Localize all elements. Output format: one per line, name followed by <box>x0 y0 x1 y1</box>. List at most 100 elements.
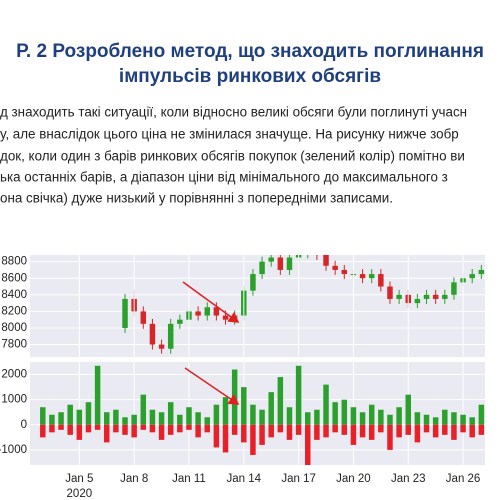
candle-body <box>250 274 256 291</box>
paragraph-line: ька останніх барів, а діапазон ціни від … <box>0 170 448 185</box>
volume-bar <box>122 424 128 435</box>
volume-bar <box>49 414 55 425</box>
candle-body <box>204 307 210 316</box>
volume-bar <box>113 424 119 433</box>
candle-body <box>359 274 366 279</box>
x-tick-label: Jan 20 <box>336 473 371 485</box>
x-tick-label: Jan 14 <box>227 473 262 485</box>
candle-body <box>149 323 156 345</box>
paragraph-line: она свічка) дуже низький у порівнянні з … <box>0 191 393 206</box>
volume-bar <box>67 424 73 435</box>
volume-bar <box>204 417 210 425</box>
x-tick-label: Jan 11 <box>172 473 206 485</box>
candle-body <box>451 282 457 295</box>
volume-bar <box>387 414 393 425</box>
x-tick-label: Jan 23 <box>391 473 426 485</box>
y-tick-label: 8200 <box>1 305 27 317</box>
candle-body <box>368 274 375 279</box>
candle-body <box>305 253 310 254</box>
volume-bar <box>451 412 457 425</box>
y-tick-label: 8800 <box>1 256 27 268</box>
volume-bar <box>104 424 110 443</box>
volume-bar <box>40 424 46 438</box>
candle-body <box>396 294 402 299</box>
volume-bar <box>167 402 174 425</box>
volume-bar <box>387 424 393 450</box>
volume-bar <box>213 424 220 448</box>
candle-body <box>414 298 421 304</box>
volume-bar <box>405 424 411 435</box>
x-tick-label: Jan 17 <box>281 473 316 485</box>
volume-bar <box>250 424 256 455</box>
volume-bar <box>314 424 320 440</box>
volume-bar <box>58 412 64 425</box>
candle-body <box>432 294 439 299</box>
title: Р. 2 Розроблено метод, що знаходить погл… <box>16 41 484 62</box>
volume-bar <box>113 409 119 425</box>
candle-body <box>332 265 338 270</box>
volume-bar <box>195 424 201 438</box>
paragraph-line: д знаходить такі ситуації, коли відносно… <box>0 105 467 120</box>
candle-body <box>387 286 393 299</box>
volume-bar <box>158 424 165 440</box>
plot-area <box>30 362 485 465</box>
candle-body <box>442 294 448 299</box>
volume-bar <box>67 404 73 425</box>
volume-bar <box>250 404 256 425</box>
paragraph-line: док, коли один з барів ринкових обсягів … <box>0 149 465 164</box>
volume-bar <box>451 424 457 440</box>
volume-bar <box>286 407 293 425</box>
candle-body <box>158 344 165 349</box>
volume-bar <box>140 394 147 425</box>
volume-bar <box>231 369 238 425</box>
volume-bar <box>332 402 338 425</box>
volume-bar <box>478 424 485 435</box>
y-tick-label: 8400 <box>1 289 27 301</box>
volume-bar <box>149 424 156 433</box>
volume-bar <box>186 407 192 425</box>
y-tick-label: 0 <box>21 419 27 431</box>
volume-bar <box>323 424 329 438</box>
volume-bar <box>259 409 265 425</box>
volume-bar <box>442 424 448 435</box>
volume-bar <box>222 397 229 425</box>
volume-bar <box>149 409 156 425</box>
candle-body <box>122 298 128 328</box>
volume-bar <box>414 412 421 425</box>
volume-bar <box>359 412 366 425</box>
volume-bar <box>277 377 284 425</box>
volume-bar <box>131 414 137 425</box>
volume-bar <box>222 424 229 453</box>
annotation-arrow <box>182 281 240 323</box>
annotation-arrow <box>184 367 240 405</box>
candle-body <box>314 253 319 255</box>
volume-bar <box>85 402 92 425</box>
candle-body <box>167 323 174 349</box>
volume-bar <box>378 409 384 425</box>
volume-bar <box>295 424 302 435</box>
volume-bar <box>405 394 411 425</box>
y-tick-label: 7800 <box>1 339 27 351</box>
volume-bar <box>158 412 165 425</box>
volume-bar <box>213 404 220 425</box>
y-tick-label: 1000 <box>1 394 27 406</box>
volume-bar <box>478 404 485 425</box>
x-year-label: 2020 <box>67 488 93 500</box>
volume-bar <box>140 424 147 430</box>
volume-bar <box>378 424 384 433</box>
volume-bar <box>268 392 274 425</box>
volume-bar <box>295 365 302 425</box>
volume-bar <box>40 407 46 425</box>
candle-body <box>195 311 201 316</box>
y-tick-label: 2000 <box>1 369 27 381</box>
volume-bar <box>432 417 439 425</box>
volume-bar <box>131 424 137 438</box>
volume-bar <box>76 409 83 425</box>
volume-bar <box>204 424 210 433</box>
volume-bar <box>177 414 183 425</box>
x-tick-label: Jan 26 <box>446 473 481 485</box>
volume-bar <box>186 424 192 430</box>
candle-body <box>277 257 284 270</box>
